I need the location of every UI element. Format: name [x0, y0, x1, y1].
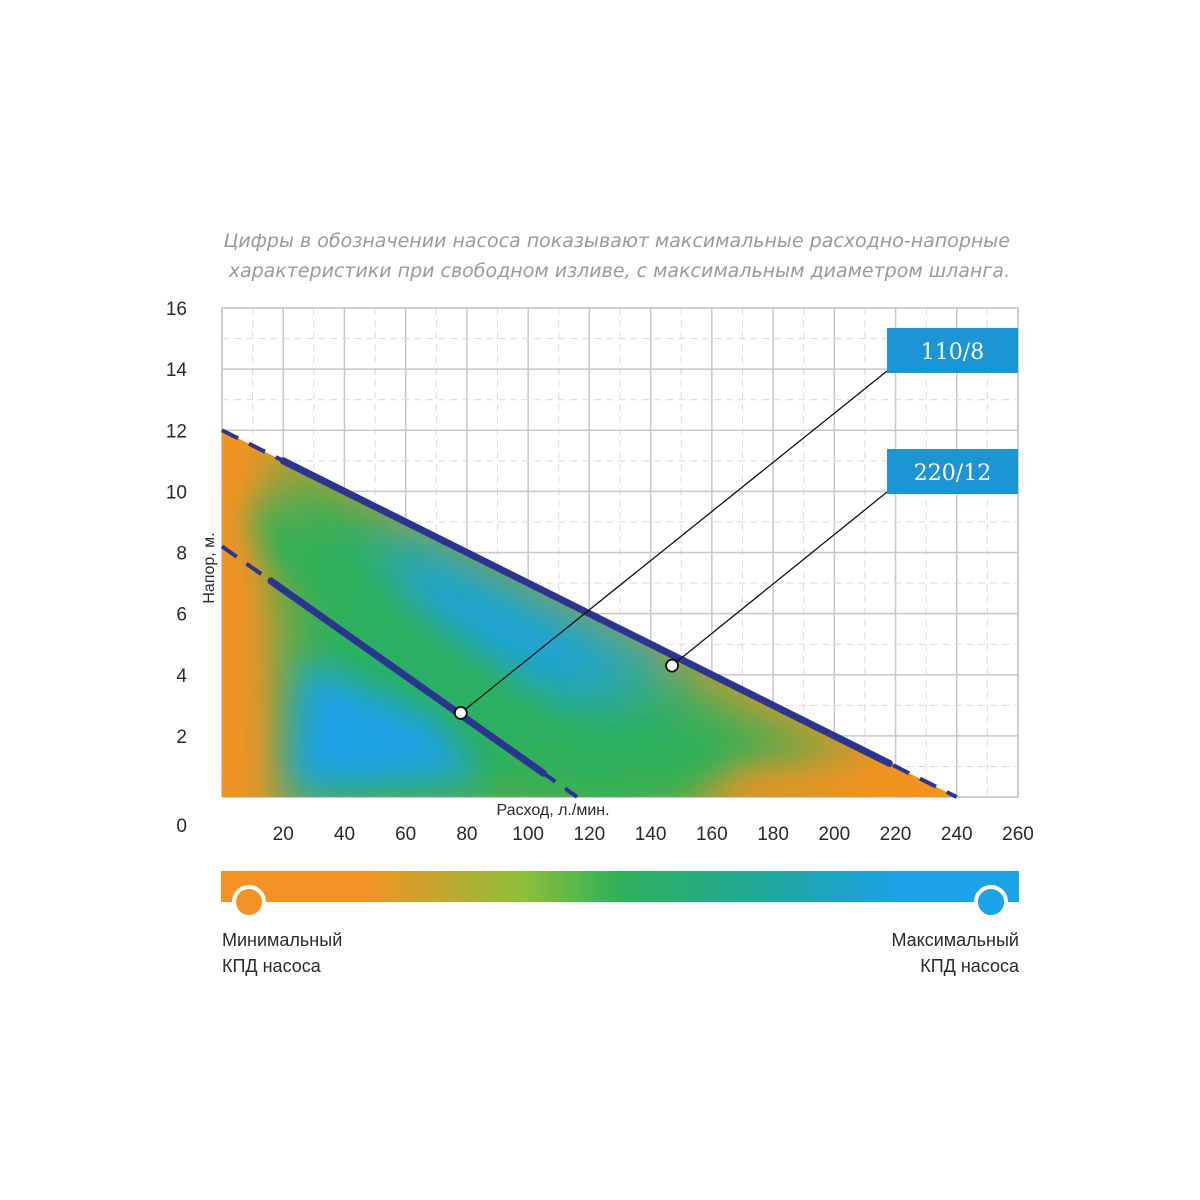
y-tick-label: 12 — [166, 421, 187, 442]
badge-220-12 — [887, 449, 1018, 494]
x-tick-label: 260 — [1002, 824, 1034, 845]
y-tick-label: 0 — [176, 816, 187, 837]
note-line-2: характеристики при свободном изливе, с м… — [228, 260, 1010, 282]
min-efficiency-marker — [232, 885, 266, 919]
leader-line-220-12 — [671, 491, 888, 667]
y-tick-label: 6 — [176, 605, 187, 626]
x-tick-label: 200 — [818, 824, 850, 845]
min-efficiency-label: Минимальный КПД насоса — [222, 927, 342, 979]
curve-110-8-solid — [267, 577, 547, 777]
badge-label-220-12: 220/12 — [914, 461, 991, 486]
max-efficiency-label-line-1: Максимальный — [891, 930, 1019, 950]
axis-tick-labels: 20 40 60 80 100 120 140 160 180 200 220 240 260 0 2 4 6 8… — [166, 299, 1034, 845]
x-tick-label: 120 — [574, 824, 606, 845]
min-efficiency-label-line-1: Минимальный — [222, 930, 343, 950]
curve-marker-110-8 — [453, 706, 468, 720]
x-tick-label: 40 — [334, 824, 355, 845]
x-tick-label: 140 — [635, 824, 667, 845]
efficiency-orange-left — [222, 430, 250, 797]
efficiency-legend-bar — [221, 871, 1019, 919]
badge-110-8 — [887, 328, 1018, 373]
y-tick-label: 4 — [176, 666, 187, 687]
y-tick-label: 14 — [166, 360, 188, 381]
x-tick-label: 100 — [512, 824, 544, 845]
x-tick-label: 180 — [757, 824, 789, 845]
max-efficiency-label-line-2: КПД насоса — [920, 956, 1019, 976]
efficiency-green-strip — [222, 491, 657, 797]
efficiency-orange-right — [681, 757, 957, 797]
x-tick-label: 240 — [941, 824, 973, 845]
efficiency-blue-zone — [375, 521, 697, 706]
note-line-1: Цифры в обозначении насоса показывают ма… — [223, 230, 1010, 252]
min-efficiency-label-line-2: КПД насоса — [222, 956, 321, 976]
leader-line-110-8 — [460, 370, 888, 714]
y-tick-label: 16 — [166, 299, 187, 320]
y-tick-label: 10 — [166, 482, 187, 503]
max-efficiency-marker — [974, 885, 1008, 919]
badge-label-110-8: 110/8 — [921, 340, 984, 365]
x-tick-label: 20 — [273, 824, 294, 845]
y-axis-title: Напор, м. — [201, 532, 218, 603]
max-efficiency-label: Максимальный КПД насоса — [891, 927, 1019, 979]
y-tick-label: 2 — [176, 727, 187, 748]
curve-leader-lines — [453, 370, 888, 720]
x-tick-label: 160 — [696, 824, 728, 845]
curve-marker-220-12 — [665, 658, 679, 673]
y-tick-label: 8 — [176, 544, 187, 565]
x-axis-title: Расход, л./мин. — [496, 802, 609, 819]
series-badges: 110/8 220/12 — [887, 328, 1018, 494]
x-tick-label: 80 — [456, 824, 477, 845]
x-tick-label: 220 — [880, 824, 912, 845]
x-tick-label: 60 — [395, 824, 416, 845]
efficiency-blue-zone-lower — [289, 659, 483, 791]
